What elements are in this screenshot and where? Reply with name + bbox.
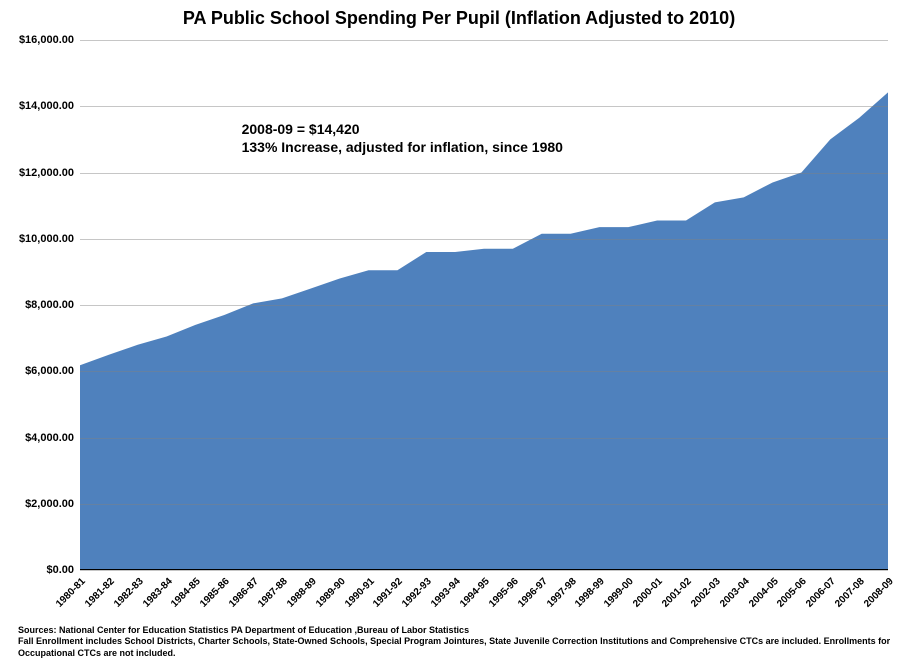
- x-tick-label: 1980-81: [54, 576, 88, 610]
- y-tick-label: $16,000.00: [19, 34, 74, 46]
- x-tick-label: 1990-91: [343, 576, 377, 610]
- x-tick-label: 2002-03: [689, 576, 723, 610]
- footer-line-2: Fall Enrollment includes School District…: [18, 636, 900, 659]
- y-gridline: [80, 570, 888, 571]
- x-tick-label: 1985-86: [198, 576, 232, 610]
- x-tick-label: 1996-97: [516, 576, 550, 610]
- y-tick-label: $4,000.00: [25, 432, 74, 444]
- x-tick-label: 1987-88: [256, 576, 290, 610]
- y-tick-label: $8,000.00: [25, 299, 74, 311]
- x-tick-label: 1986-87: [227, 576, 261, 610]
- x-tick-label: 1988-89: [285, 576, 319, 610]
- y-tick-label: $14,000.00: [19, 100, 74, 112]
- x-tick-label: 1999-00: [602, 576, 636, 610]
- footer-line-1: Sources: National Center for Education S…: [18, 625, 900, 636]
- chart-annotation: 2008-09 = $14,420 133% Increase, adjuste…: [242, 120, 563, 156]
- x-tick-label: 1992-93: [400, 576, 434, 610]
- y-tick-label: $10,000.00: [19, 233, 74, 245]
- chart-footer: Sources: National Center for Education S…: [18, 625, 900, 659]
- chart-container: PA Public School Spending Per Pupil (Inf…: [0, 0, 918, 665]
- x-tick-label: 1995-96: [487, 576, 521, 610]
- y-tick-label: $0.00: [46, 564, 74, 576]
- x-tick-label: 1981-82: [83, 576, 117, 610]
- x-tick-label: 2006-07: [804, 576, 838, 610]
- x-tick-label: 1991-92: [371, 576, 405, 610]
- x-tick-label: 2001-02: [660, 576, 694, 610]
- x-tick-label: 1997-98: [545, 576, 579, 610]
- y-tick-label: $6,000.00: [25, 365, 74, 377]
- x-tick-label: 2003-04: [718, 576, 752, 610]
- y-gridline: [80, 305, 888, 306]
- annotation-line-2: 133% Increase, adjusted for inflation, s…: [242, 138, 563, 156]
- x-tick-label: 1998-99: [573, 576, 607, 610]
- x-tick-label: 1993-94: [429, 576, 463, 610]
- y-tick-label: $12,000.00: [19, 167, 74, 179]
- plot-area: 2008-09 = $14,420 133% Increase, adjuste…: [80, 40, 888, 570]
- x-tick-label: 2000-01: [631, 576, 665, 610]
- x-tick-label: 1984-85: [169, 576, 203, 610]
- chart-title: PA Public School Spending Per Pupil (Inf…: [0, 8, 918, 29]
- y-gridline: [80, 371, 888, 372]
- y-gridline: [80, 40, 888, 41]
- y-gridline: [80, 504, 888, 505]
- y-gridline: [80, 106, 888, 107]
- y-tick-label: $2,000.00: [25, 498, 74, 510]
- y-gridline: [80, 438, 888, 439]
- x-tick-label: 2008-09: [862, 576, 896, 610]
- x-tick-label: 2007-08: [833, 576, 867, 610]
- x-tick-label: 2004-05: [747, 576, 781, 610]
- annotation-line-1: 2008-09 = $14,420: [242, 120, 563, 138]
- x-tick-label: 1994-95: [458, 576, 492, 610]
- x-tick-label: 2005-06: [775, 576, 809, 610]
- x-tick-label: 1983-84: [141, 576, 175, 610]
- x-tick-label: 1982-83: [112, 576, 146, 610]
- x-tick-label: 1989-90: [314, 576, 348, 610]
- y-gridline: [80, 239, 888, 240]
- y-gridline: [80, 173, 888, 174]
